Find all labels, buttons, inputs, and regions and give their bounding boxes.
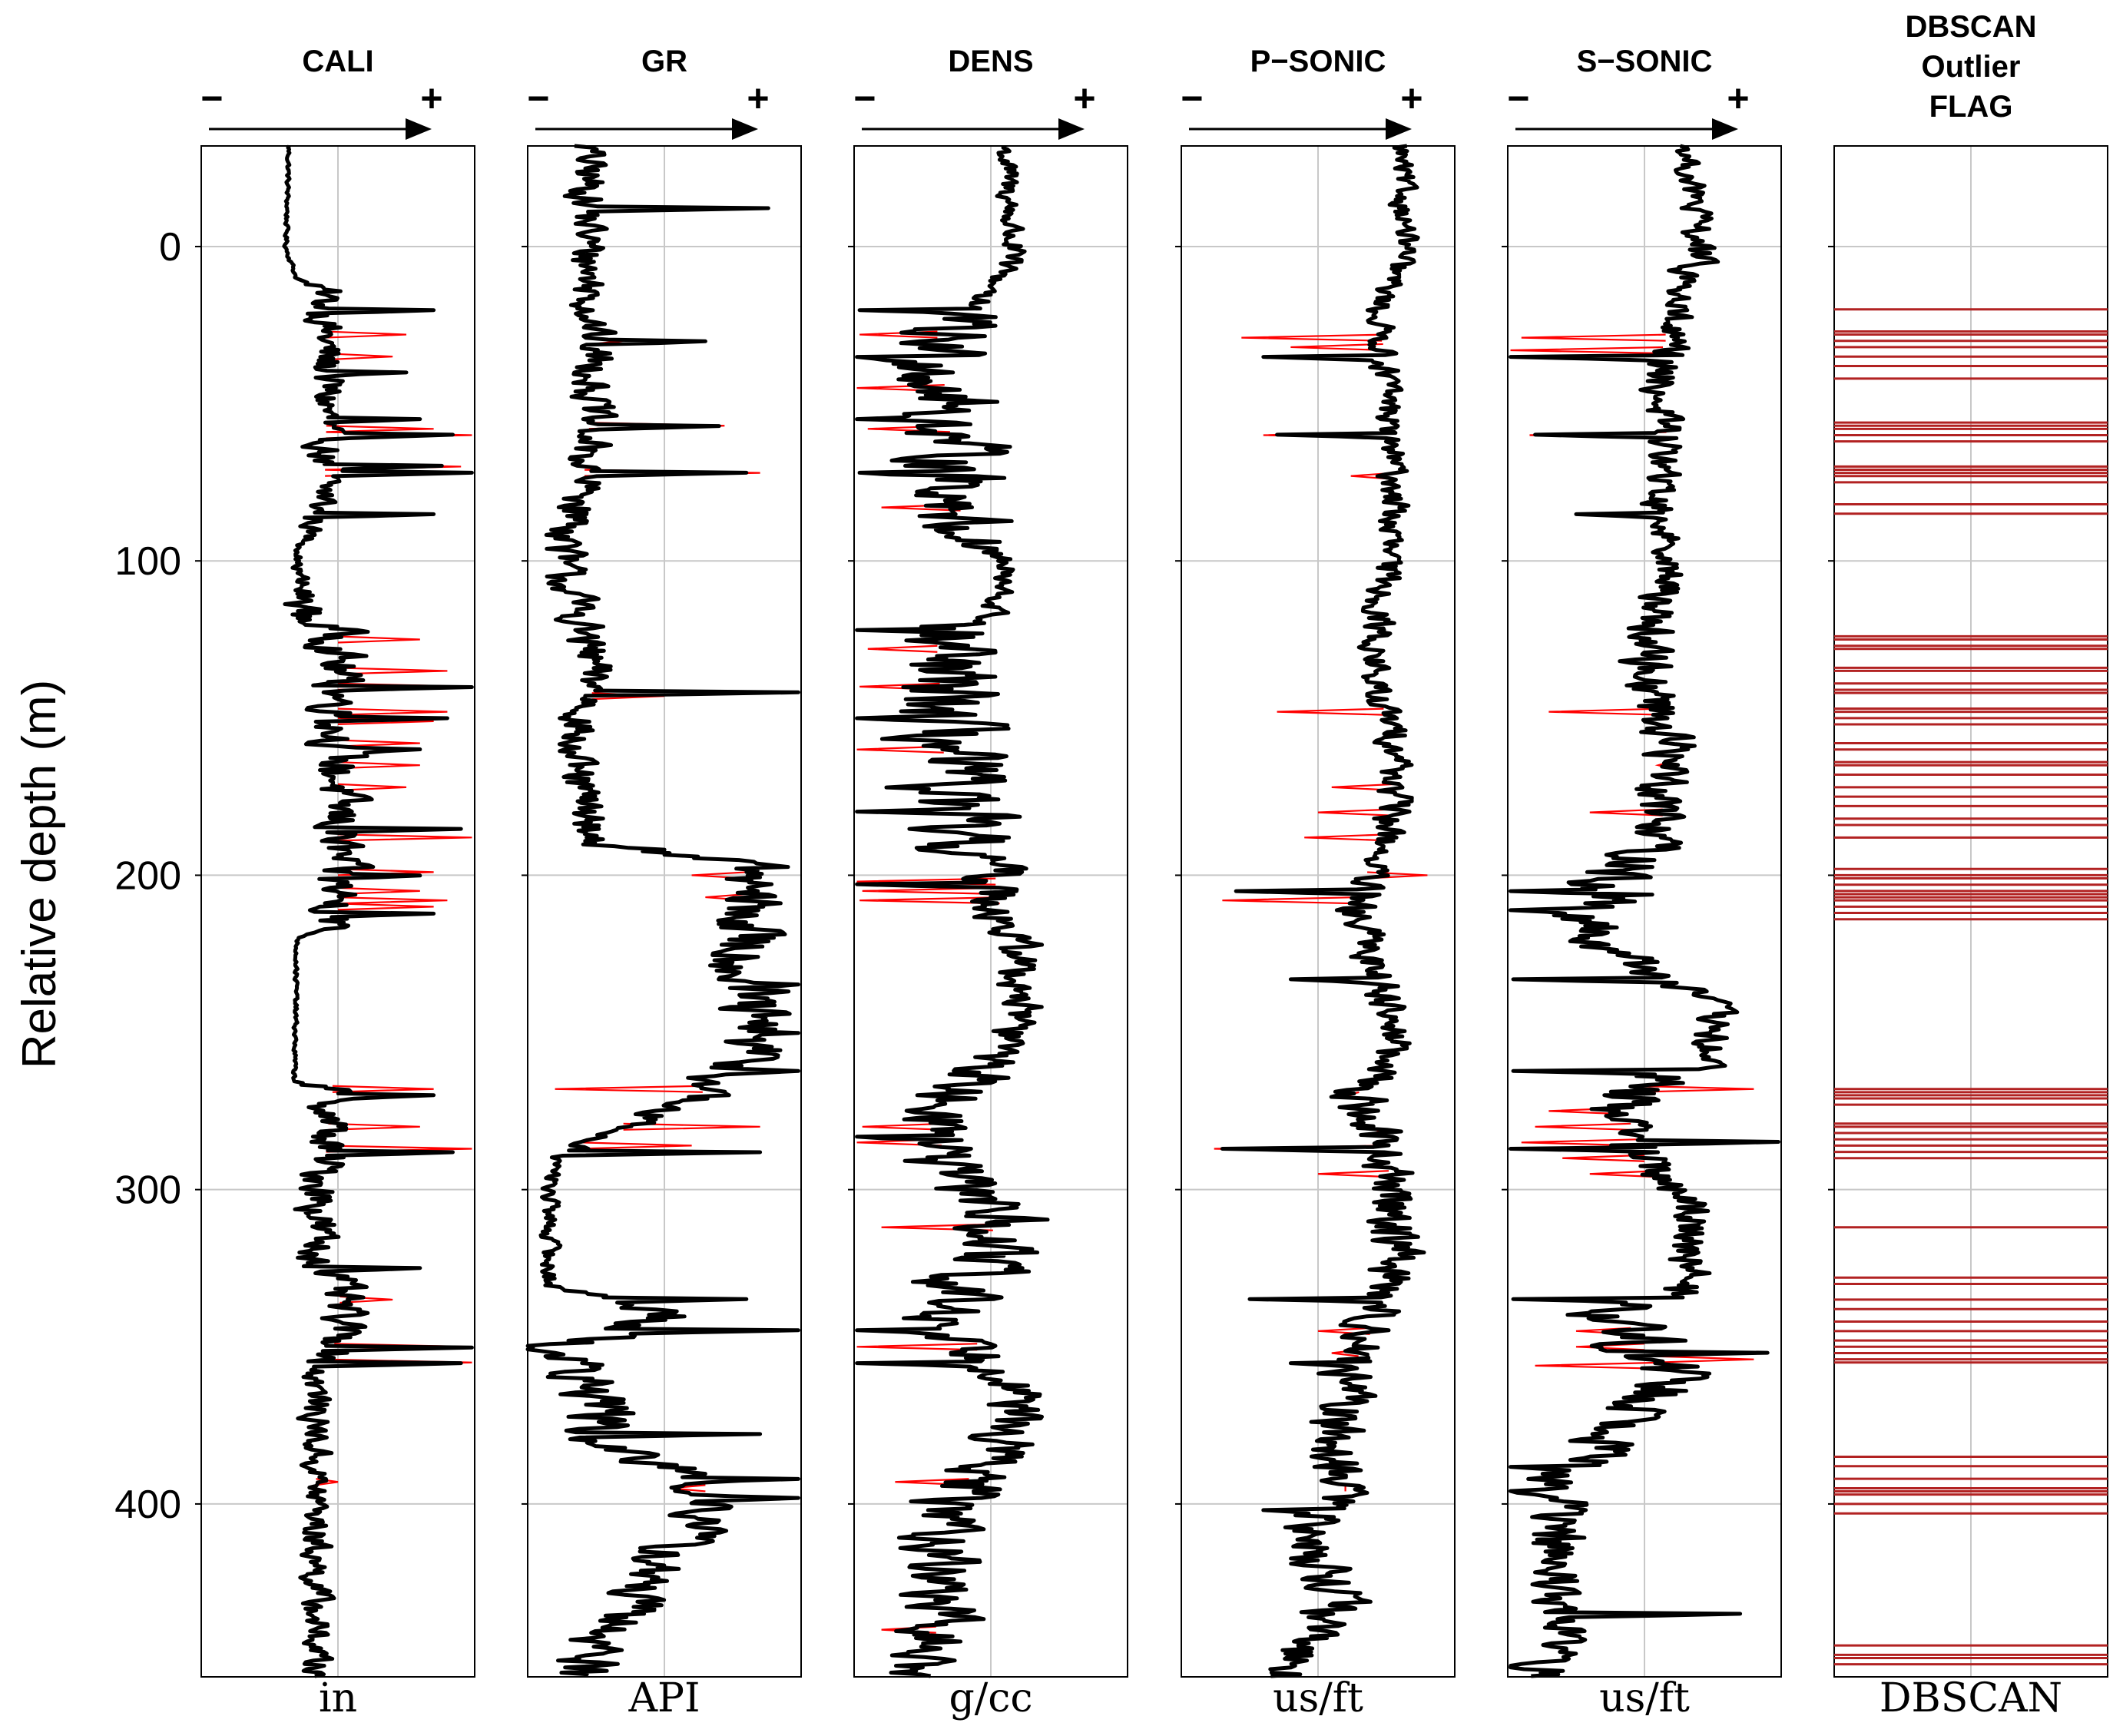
track-frame (1833, 145, 2108, 1678)
dbscan-flag-track: DBSCAN Outlier FLAG DBSCAN (1828, 10, 2108, 1721)
track-frame (200, 145, 475, 1678)
outlier-mark (856, 745, 944, 754)
track-title: GR (641, 45, 687, 78)
outlier-mark (337, 707, 448, 716)
y-tick-label: 300 (114, 1168, 181, 1213)
direction-arrow-head (1058, 118, 1085, 140)
outlier-mark (326, 353, 393, 361)
track-frame (853, 145, 1128, 1678)
minus-sign: − (1507, 77, 1529, 120)
outlier-mark (337, 667, 448, 675)
plus-sign: + (1400, 77, 1422, 120)
outlier-mark (1634, 1085, 1754, 1093)
outlier-mark (1304, 833, 1388, 842)
direction-arrow-head (732, 118, 758, 140)
outlier-mark (332, 1085, 434, 1093)
outlier-mark (337, 783, 407, 791)
outlier-mark (337, 903, 434, 911)
track-title: P−SONIC (1250, 45, 1386, 78)
track-title: CALI (302, 45, 373, 78)
outlier-mark (1510, 346, 1664, 355)
track-psonic: P−SONIC − + us/ft (1175, 45, 1456, 1721)
log-curve (855, 145, 1050, 1678)
track-cali: CALI − + in (195, 45, 475, 1721)
plus-sign: + (420, 77, 442, 120)
log-curve (1509, 144, 1780, 1678)
outlier-mark (1290, 343, 1383, 352)
outlier-mark (623, 1122, 760, 1131)
outlier-mark (862, 886, 998, 895)
log-curve (1220, 144, 1426, 1678)
outlier-mark (1317, 808, 1391, 817)
y-tick-label: 100 (114, 539, 181, 584)
track-gr: GR − + API (522, 45, 802, 1721)
outlier-mark (325, 330, 407, 339)
plus-sign: + (1727, 77, 1749, 120)
outlier-mark (1521, 333, 1666, 342)
outlier-mark (1521, 1138, 1638, 1147)
y-tick-label: 200 (114, 853, 181, 898)
track-title: DENS (948, 45, 1033, 78)
outlier-mark (555, 1085, 703, 1093)
track-frame (1507, 145, 1782, 1678)
outlier-mark (1589, 808, 1663, 817)
direction-arrow-head (1386, 118, 1412, 140)
log-curve (525, 144, 800, 1678)
direction-arrow-head (1712, 118, 1738, 140)
track-unit: g/cc (949, 1675, 1032, 1721)
minus-sign: − (853, 77, 876, 120)
outlier-mark (337, 635, 420, 644)
y-tick-labels: 0 100 200 300 400 (114, 225, 181, 1527)
track-dens: DENS − + g/cc (848, 45, 1128, 1721)
track-frame (527, 145, 802, 1678)
track-unit: in (319, 1675, 357, 1721)
outlier-mark (1317, 1170, 1389, 1178)
track-frame (1181, 145, 1456, 1678)
outlier-mark (856, 1343, 978, 1351)
outlier-mark (328, 1122, 420, 1131)
outlier-mark (337, 761, 420, 770)
minus-sign: − (1181, 77, 1203, 120)
outlier-mark (1548, 707, 1661, 716)
outlier-mark (1535, 1361, 1661, 1370)
outlier-mark (1241, 333, 1383, 342)
flag-title-line: Outlier (1922, 50, 2021, 84)
outlier-mark (582, 1141, 692, 1150)
track-unit: us/ft (1599, 1675, 1690, 1721)
plus-sign: + (747, 77, 769, 120)
log-curve (282, 144, 474, 1678)
plus-sign: + (1073, 77, 1095, 120)
outlier-mark (1331, 783, 1395, 791)
outlier-mark (337, 739, 420, 747)
outlier-mark (337, 886, 420, 895)
track-ssonic: S−SONIC − + us/ft (1502, 45, 1782, 1721)
y-axis-label: Relative depth (m) (13, 680, 66, 1069)
outlier-mark (1277, 707, 1384, 716)
outlier-mark (326, 425, 434, 433)
outlier-mark (859, 896, 1000, 905)
outlier-mark (862, 1122, 945, 1131)
y-tick-label: 0 (159, 225, 181, 270)
outlier-mark (1589, 1170, 1658, 1178)
outlier-mark (337, 896, 448, 905)
flag-title-line: DBSCAN (1905, 10, 2036, 44)
minus-sign: − (200, 77, 223, 120)
outlier-mark (1535, 1122, 1631, 1131)
outlier-mark (337, 833, 472, 842)
flag-title-line: FLAG (1929, 90, 2013, 124)
track-unit: DBSCAN (1880, 1675, 2062, 1721)
outlier-mark (1222, 896, 1355, 905)
track-title: S−SONIC (1577, 45, 1713, 78)
track-unit: us/ft (1273, 1675, 1363, 1721)
outlier-mark (1655, 1355, 1754, 1363)
outlier-mark (867, 644, 938, 653)
track-unit: API (628, 1675, 700, 1721)
direction-arrow-head (406, 118, 432, 140)
outlier-mark (1562, 1154, 1645, 1162)
minus-sign: − (527, 77, 549, 120)
y-tick-label: 400 (114, 1483, 181, 1527)
